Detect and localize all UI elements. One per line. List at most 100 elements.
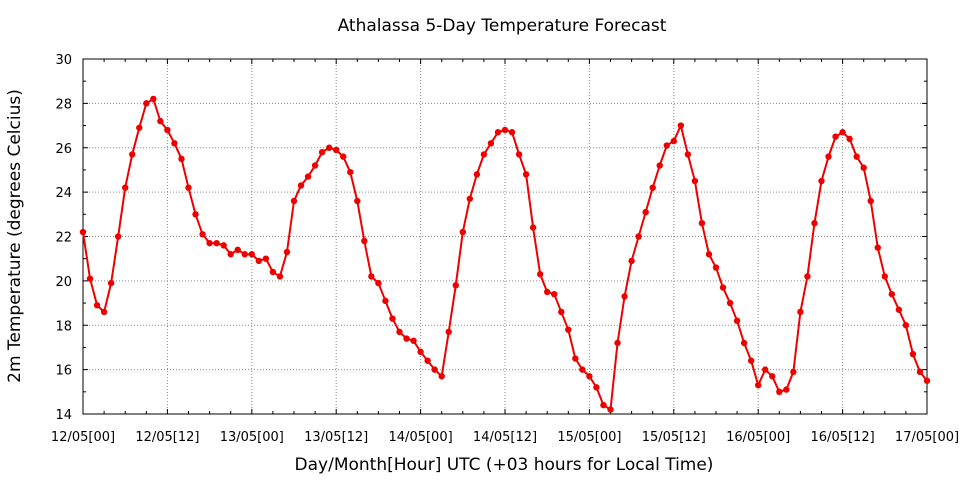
data-point	[684, 151, 692, 158]
x-tick-labels: 12/05[00] 12/05[12] 13/05[00] 13/05[12] 14/0…	[51, 430, 959, 445]
chart-title: Athalassa 5-Day Temperature Forecast	[338, 16, 667, 36]
data-point	[368, 273, 375, 280]
data-point	[304, 173, 312, 180]
data-point	[902, 322, 910, 329]
data-point	[783, 386, 790, 393]
data-point	[171, 140, 178, 147]
data-point	[804, 273, 811, 280]
x-tick-label: 14/05[12]	[473, 430, 537, 445]
data-point	[157, 117, 164, 125]
data-point	[192, 211, 199, 218]
data-point	[262, 255, 270, 262]
data-point	[733, 317, 741, 325]
data-point	[909, 350, 917, 358]
data-point	[663, 142, 670, 149]
data-point	[677, 122, 685, 129]
data-point	[558, 308, 565, 316]
data-point	[361, 237, 368, 245]
data-point	[712, 264, 720, 271]
y-tick-label: 24	[55, 186, 72, 201]
data-point	[248, 251, 255, 258]
x-tick-label: 15/05[12]	[642, 430, 706, 445]
data-point	[600, 401, 607, 409]
data-point	[473, 171, 481, 178]
data-point	[874, 244, 881, 251]
data-point	[136, 124, 143, 131]
y-tick-label: 28	[55, 97, 72, 112]
data-point	[375, 279, 382, 287]
data-point	[340, 153, 347, 160]
data-point	[494, 129, 502, 136]
temperature-series	[79, 95, 931, 413]
data-point	[185, 184, 192, 191]
data-point	[642, 208, 649, 216]
data-point	[199, 231, 206, 238]
data-point	[579, 366, 586, 373]
data-point	[705, 251, 713, 258]
data-point	[656, 162, 663, 169]
data-point	[649, 184, 656, 191]
data-point	[122, 184, 129, 191]
data-point	[839, 129, 846, 136]
data-point	[621, 293, 628, 300]
data-point	[544, 288, 551, 296]
data-point	[762, 366, 769, 373]
data-point	[255, 257, 263, 265]
data-point	[410, 337, 417, 344]
y-tick-label: 18	[55, 319, 72, 334]
data-point	[86, 275, 94, 282]
data-point	[691, 177, 699, 185]
data-point	[698, 219, 706, 227]
data-point	[459, 228, 466, 236]
data-point	[431, 366, 438, 373]
data-point	[853, 153, 860, 160]
data-point	[832, 133, 839, 140]
data-point	[276, 273, 284, 280]
data-point	[867, 197, 874, 205]
x-tick-label: 14/05[00]	[389, 430, 453, 445]
data-point	[628, 257, 635, 265]
y-tick-labels: 14 16 18 20 22 24 26 28 30	[55, 53, 72, 423]
data-point	[318, 148, 326, 156]
data-point	[283, 248, 291, 256]
data-point	[100, 308, 108, 316]
x-tick-label: 13/05[12]	[304, 430, 368, 445]
data-point	[347, 168, 354, 176]
data-point	[776, 388, 783, 396]
data-point	[529, 224, 537, 231]
data-point	[769, 373, 776, 380]
data-point	[916, 368, 924, 376]
data-point	[846, 135, 853, 143]
data-point	[333, 146, 340, 154]
data-point	[93, 302, 101, 309]
data-point	[670, 137, 677, 145]
data-point	[325, 144, 333, 151]
x-tick-label: 17/05[00]	[895, 430, 959, 445]
data-point	[790, 368, 797, 376]
x-tick-label: 15/05[00]	[557, 430, 621, 445]
data-point	[234, 246, 241, 254]
data-point	[923, 377, 931, 384]
data-point	[269, 268, 277, 276]
data-point	[480, 151, 488, 158]
data-point	[825, 153, 832, 160]
data-point	[635, 233, 642, 240]
data-point	[811, 219, 818, 227]
data-point	[220, 242, 227, 249]
data-point	[178, 155, 185, 163]
data-point	[515, 151, 523, 158]
x-tick-label: 16/05[00]	[726, 430, 790, 445]
y-tick-label: 26	[55, 142, 72, 157]
y-axis-title: 2m Temperature (degrees Celcius)	[5, 89, 25, 383]
data-point	[551, 290, 558, 298]
data-point	[129, 151, 136, 158]
data-point	[895, 306, 903, 313]
data-point	[396, 328, 403, 336]
data-point	[389, 315, 396, 322]
y-tick-label: 22	[55, 231, 72, 246]
data-point	[860, 164, 867, 171]
data-point	[164, 126, 171, 134]
data-point	[241, 251, 248, 258]
x-tick-label: 12/05[00]	[51, 430, 115, 445]
data-point	[797, 308, 804, 316]
